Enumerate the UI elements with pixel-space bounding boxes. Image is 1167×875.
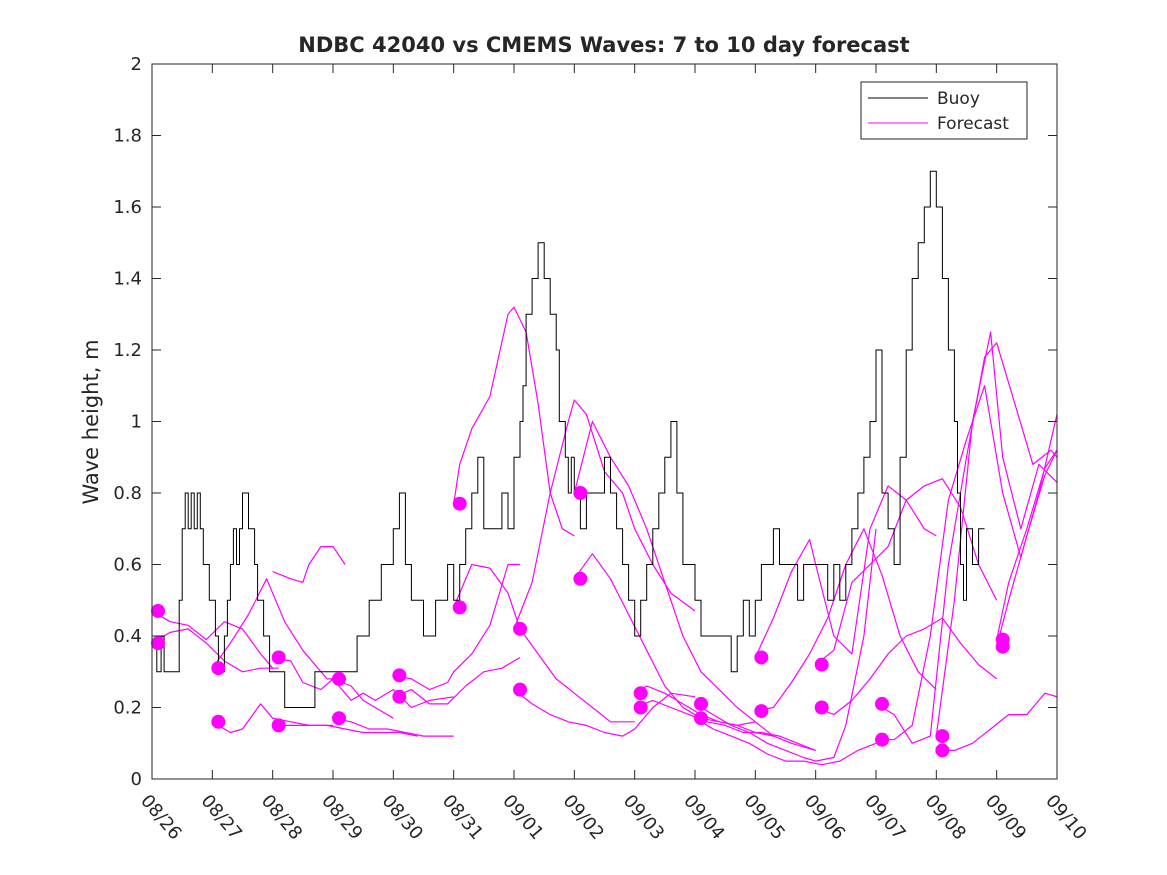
forecast-marker <box>573 486 588 500</box>
buoy-line <box>152 170 985 708</box>
forecast-line <box>694 717 877 766</box>
forecast-marker <box>694 696 709 711</box>
forecast-line <box>393 656 521 705</box>
y-tick-label: 0.8 <box>113 483 142 504</box>
chart-title: NDBC 42040 vs CMEMS Waves: 7 to 10 day f… <box>298 33 909 57</box>
forecast-line <box>996 449 1057 640</box>
forecast-marker <box>513 621 528 636</box>
y-tick-label: 0.4 <box>113 626 142 647</box>
forecast-marker <box>935 743 950 758</box>
forecast-line <box>272 724 418 737</box>
forecast-marker <box>573 571 588 586</box>
forecast-line <box>272 545 346 584</box>
forecast-marker <box>452 496 467 511</box>
forecast-marker <box>452 600 467 615</box>
forecast-marker <box>875 696 890 711</box>
y-tick-label: 2 <box>131 54 142 75</box>
y-axis-label: Wave height, m <box>79 339 103 504</box>
y-tick-label: 1.6 <box>113 197 142 218</box>
forecast-marker <box>332 671 347 686</box>
forecast-marker <box>392 668 407 683</box>
forecast-marker <box>754 650 769 665</box>
forecast-marker <box>995 639 1010 654</box>
forecast-line <box>815 478 998 666</box>
legend-buoy-label: Buoy <box>937 89 980 109</box>
forecast-marker <box>271 718 286 733</box>
y-tick-label: 1 <box>131 412 142 433</box>
y-tick-label: 1.2 <box>113 340 142 361</box>
y-tick-label: 0.2 <box>113 698 142 719</box>
forecast-line <box>453 563 635 723</box>
forecast-marker <box>694 711 709 726</box>
forecast-marker <box>271 650 286 665</box>
forecast-line <box>754 485 937 658</box>
forecast-line <box>634 699 816 751</box>
forecast-marker <box>633 700 648 715</box>
forecast-markers <box>151 486 1010 758</box>
forecast-line <box>634 685 816 751</box>
legend-box <box>860 81 1028 140</box>
forecast-line <box>996 449 1057 647</box>
forecast-line <box>694 528 877 762</box>
forecast-marker <box>392 689 407 704</box>
forecast-line <box>573 420 756 723</box>
forecast-marker <box>211 714 226 729</box>
forecast-line <box>936 692 1057 752</box>
legend-forecast-label: Forecast <box>937 114 1009 134</box>
forecast-line <box>453 306 575 537</box>
forecast-line <box>513 399 696 630</box>
y-tick-label: 1.4 <box>113 269 142 290</box>
legend: Buoy Forecast <box>860 81 1028 140</box>
forecast-line <box>332 717 454 737</box>
forecast-marker <box>513 682 528 697</box>
forecast-marker <box>211 661 226 676</box>
forecast-line <box>152 628 273 673</box>
forecast-marker <box>151 603 166 618</box>
y-tick-label: 0 <box>131 769 142 790</box>
forecast-marker <box>633 686 648 701</box>
forecast-marker <box>814 657 829 672</box>
forecast-marker <box>935 729 950 744</box>
forecast-line <box>211 578 333 680</box>
forecast-line <box>152 610 279 669</box>
forecast-marker <box>151 636 166 651</box>
y-tick-label: 0.6 <box>113 555 142 576</box>
forecast-marker <box>814 700 829 715</box>
forecast-marker <box>754 704 769 719</box>
y-tick-label: 1.8 <box>113 126 142 147</box>
forecast-line <box>935 331 1057 737</box>
forecast-line <box>573 553 774 737</box>
forecast-marker <box>332 711 347 726</box>
forecast-line <box>815 617 998 716</box>
forecast-lines <box>152 306 1057 766</box>
forecast-marker <box>875 732 890 747</box>
buoy-line-group <box>152 170 985 708</box>
